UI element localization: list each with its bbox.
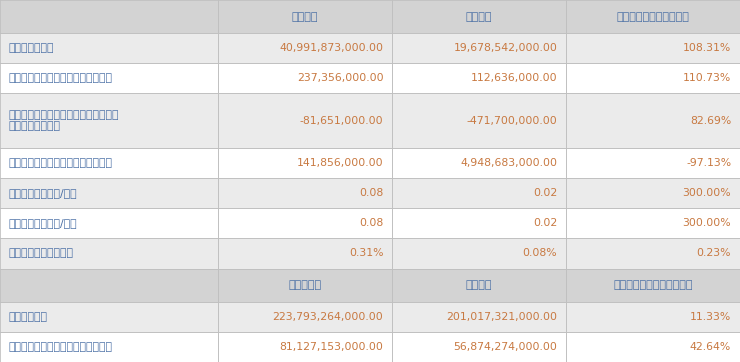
Text: 82.69%: 82.69% [690, 116, 731, 126]
Bar [566, 269, 740, 302]
Bar [566, 178, 740, 208]
Text: 上年同期: 上年同期 [466, 12, 492, 22]
Bar [392, 302, 566, 332]
Text: 本报告期末: 本报告期末 [289, 280, 322, 290]
Bar [566, 33, 740, 63]
Text: 加权平均净资产收益率: 加权平均净资产收益率 [9, 248, 74, 258]
Text: 本报告期末比上年度末增减: 本报告期末比上年度末增减 [613, 280, 693, 290]
Text: 总资产（元）: 总资产（元） [9, 312, 48, 322]
Text: -471,700,000.00: -471,700,000.00 [466, 116, 557, 126]
Text: 0.08: 0.08 [359, 188, 383, 198]
Bar [566, 0, 740, 33]
Text: 本报告期比上年同期增减: 本报告期比上年同期增减 [616, 12, 690, 22]
Text: 300.00%: 300.00% [682, 218, 731, 228]
Text: 0.31%: 0.31% [349, 248, 383, 258]
Bar [218, 148, 392, 178]
Text: 0.23%: 0.23% [696, 248, 731, 258]
Text: 4,948,683,000.00: 4,948,683,000.00 [460, 158, 557, 168]
Text: 300.00%: 300.00% [682, 188, 731, 198]
Text: 归属于上市公司股东的扣除非经常性损
益的净利润（元）: 归属于上市公司股东的扣除非经常性损 益的净利润（元） [9, 110, 119, 131]
Bar [566, 148, 740, 178]
Text: 0.02: 0.02 [533, 188, 557, 198]
Text: 稀释每股收益（元/股）: 稀释每股收益（元/股） [9, 218, 78, 228]
Text: 201,017,321,000.00: 201,017,321,000.00 [446, 312, 557, 322]
Bar [218, 93, 392, 148]
Text: 81,127,153,000.00: 81,127,153,000.00 [280, 342, 383, 352]
Bar [392, 332, 566, 362]
Text: 108.31%: 108.31% [683, 43, 731, 53]
Bar [0, 332, 218, 362]
Bar [218, 302, 392, 332]
Text: 本报告期: 本报告期 [292, 12, 318, 22]
Text: 141,856,000.00: 141,856,000.00 [297, 158, 383, 168]
Bar [566, 63, 740, 93]
Text: 0.08: 0.08 [359, 218, 383, 228]
Bar [0, 93, 218, 148]
Bar [0, 239, 218, 269]
Text: 11.33%: 11.33% [690, 312, 731, 322]
Text: 110.73%: 110.73% [683, 73, 731, 83]
Bar [218, 33, 392, 63]
Bar [0, 63, 218, 93]
Text: 营业收入（元）: 营业收入（元） [9, 43, 54, 53]
Text: 归属于上市公司股东的净资产（元）: 归属于上市公司股东的净资产（元） [9, 342, 113, 352]
Text: 42.64%: 42.64% [690, 342, 731, 352]
Bar [0, 148, 218, 178]
Text: 223,793,264,000.00: 223,793,264,000.00 [272, 312, 383, 322]
Text: 237,356,000.00: 237,356,000.00 [297, 73, 383, 83]
Bar [392, 63, 566, 93]
Text: -97.13%: -97.13% [686, 158, 731, 168]
Text: 112,636,000.00: 112,636,000.00 [471, 73, 557, 83]
Bar [392, 208, 566, 239]
Bar [218, 63, 392, 93]
Bar [218, 332, 392, 362]
Bar [566, 239, 740, 269]
Bar [0, 208, 218, 239]
Bar [0, 0, 218, 33]
Bar [392, 93, 566, 148]
Text: 56,874,274,000.00: 56,874,274,000.00 [454, 342, 557, 352]
Bar [218, 269, 392, 302]
Text: 0.02: 0.02 [533, 218, 557, 228]
Text: 上年度末: 上年度末 [466, 280, 492, 290]
Bar [392, 239, 566, 269]
Bar [218, 239, 392, 269]
Bar [218, 0, 392, 33]
Text: -81,651,000.00: -81,651,000.00 [300, 116, 383, 126]
Text: 0.08%: 0.08% [522, 248, 557, 258]
Bar [392, 148, 566, 178]
Bar [392, 33, 566, 63]
Bar [566, 332, 740, 362]
Text: 归属于上市公司股东的净利润（元）: 归属于上市公司股东的净利润（元） [9, 73, 113, 83]
Bar [218, 208, 392, 239]
Text: 40,991,873,000.00: 40,991,873,000.00 [279, 43, 383, 53]
Bar [0, 33, 218, 63]
Bar [566, 93, 740, 148]
Bar [566, 302, 740, 332]
Bar [392, 0, 566, 33]
Bar [566, 208, 740, 239]
Bar [0, 269, 218, 302]
Bar [0, 302, 218, 332]
Text: 19,678,542,000.00: 19,678,542,000.00 [454, 43, 557, 53]
Bar [218, 178, 392, 208]
Bar [392, 178, 566, 208]
Text: 基本每股收益（元/股）: 基本每股收益（元/股） [9, 188, 78, 198]
Bar [0, 178, 218, 208]
Text: 经营活动产生的现金流量净额（元）: 经营活动产生的现金流量净额（元） [9, 158, 113, 168]
Bar [392, 269, 566, 302]
